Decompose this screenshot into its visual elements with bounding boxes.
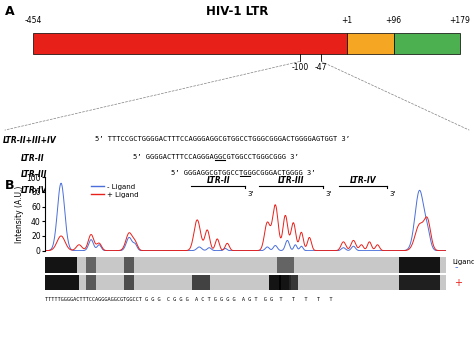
Text: LTR-IV: LTR-IV xyxy=(21,186,48,195)
Text: TTTTTGGGGACTTTCCAGGGAGGCGTGGCCT G G G  C G G G  A C T G G G G  A G T  G G  T   T: TTTTTGGGGACTTTCCAGGGAGGCGTGGCCT G G G C … xyxy=(45,297,333,302)
Text: B: B xyxy=(5,179,14,192)
Text: LTR-IV: LTR-IV xyxy=(350,176,377,185)
Text: LTR-II+III+IV: LTR-II+III+IV xyxy=(2,136,56,145)
Bar xyxy=(400,257,439,273)
Bar xyxy=(45,257,77,273)
Text: LTR-II: LTR-II xyxy=(207,176,230,185)
Legend: - Ligand, + Ligand: - Ligand, + Ligand xyxy=(89,181,141,201)
Text: -: - xyxy=(454,262,457,272)
Text: HIV-1 LTR: HIV-1 LTR xyxy=(206,5,268,18)
Text: U3: U3 xyxy=(182,39,197,48)
Bar xyxy=(124,257,134,273)
Text: R: R xyxy=(366,39,374,48)
Text: Ligand: Ligand xyxy=(453,258,474,265)
Text: -454: -454 xyxy=(25,16,42,25)
Text: +: + xyxy=(454,278,462,288)
Bar xyxy=(289,275,298,290)
Bar xyxy=(124,275,134,290)
Text: +1: +1 xyxy=(341,16,352,25)
Bar xyxy=(279,275,292,290)
Text: 5’ GGGGACTTTCCAGGGAGGCGTGGCCTGGGCGGG 3’: 5’ GGGGACTTTCCAGGGAGGCGTGGCCTGGGCGGG 3’ xyxy=(133,153,299,160)
Text: 5’ TTTCCGCTGGGGACTTTCCAGGGAGGCGTGGCCTGGGCGGGACTGGGGAGTGGT 3’: 5’ TTTCCGCTGGGGACTTTCCAGGGAGGCGTGGCCTGGG… xyxy=(95,136,350,142)
Text: U5: U5 xyxy=(419,39,434,48)
Y-axis label: Intensity (A.U.): Intensity (A.U.) xyxy=(15,185,24,243)
Text: 3': 3' xyxy=(390,191,396,196)
Bar xyxy=(393,32,460,54)
Bar xyxy=(86,257,96,273)
Text: +96: +96 xyxy=(385,16,402,25)
Bar xyxy=(33,32,346,54)
Text: 5’ GGGAGGCGTGGCCTGGGCGGGACTGGGG 3’: 5’ GGGAGGCGTGGCCTGGGCGGGACTGGGG 3’ xyxy=(171,170,315,176)
Bar xyxy=(43,275,79,290)
Bar xyxy=(269,275,282,290)
Bar xyxy=(346,32,393,54)
Text: -100: -100 xyxy=(291,63,309,72)
Bar xyxy=(400,275,439,290)
Text: +179: +179 xyxy=(449,16,470,25)
Text: 3': 3' xyxy=(247,191,254,196)
Text: A: A xyxy=(5,5,14,18)
Text: 5’ CTGGGCGGGACTGGGGAGTGGT 3’: 5’ CTGGGCGGGACTGGGGAGTGGT 3’ xyxy=(209,186,328,192)
Text: LTR-II: LTR-II xyxy=(21,153,45,163)
Bar xyxy=(86,275,96,290)
Bar xyxy=(192,275,210,290)
Bar xyxy=(276,257,294,273)
Text: LTR-III: LTR-III xyxy=(21,170,48,179)
Text: -47: -47 xyxy=(315,63,328,72)
Text: LTR-III: LTR-III xyxy=(278,176,305,185)
Text: 3': 3' xyxy=(325,191,332,196)
